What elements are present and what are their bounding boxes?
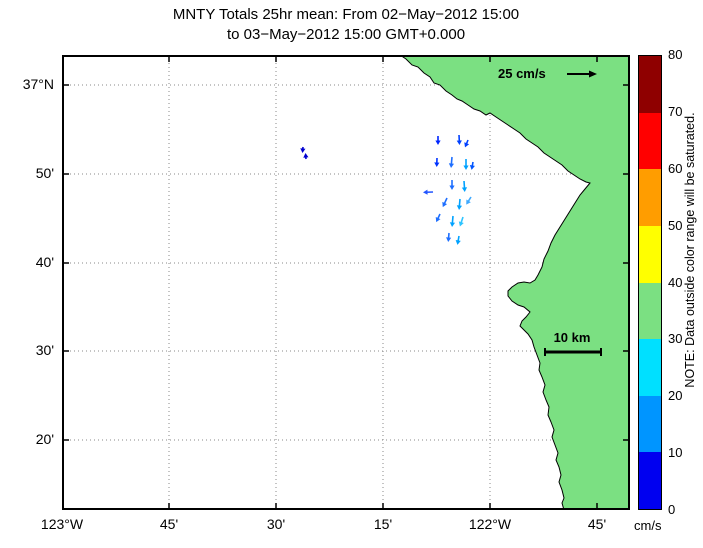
figure-title-line2: to 03−May−2012 15:00 GMT+0.000 bbox=[226, 26, 466, 43]
current-vector bbox=[464, 139, 470, 148]
scale-bar-label: 10 km bbox=[553, 330, 591, 345]
colorbar-tick-label: 60 bbox=[668, 160, 683, 176]
current-vector bbox=[469, 161, 475, 170]
current-vector bbox=[446, 232, 452, 242]
colorbar bbox=[638, 55, 662, 510]
colorbar-band bbox=[639, 112, 661, 170]
map-plot-area bbox=[62, 55, 630, 510]
colorbar-tick-label: 30 bbox=[668, 331, 683, 347]
current-vector bbox=[456, 198, 463, 210]
figure-title-line1: MNTY Totals 25hr mean: From 02−May−2012 … bbox=[172, 6, 520, 23]
x-tick-label: 15' bbox=[373, 516, 393, 532]
coastline-land bbox=[399, 55, 630, 510]
colorbar-tick-label: 0 bbox=[668, 502, 676, 517]
y-tick-label: 50' bbox=[35, 165, 54, 181]
colorbar-tick-label: 50 bbox=[668, 217, 683, 233]
colorbar-band bbox=[639, 225, 661, 283]
current-vector bbox=[456, 134, 462, 145]
plot-border bbox=[62, 55, 630, 510]
y-tick-label: 30' bbox=[35, 342, 54, 358]
colorbar-tick-label: 80 bbox=[668, 47, 683, 62]
current-vector bbox=[434, 157, 440, 167]
current-vector bbox=[435, 213, 441, 223]
x-tick-label: 123°W bbox=[40, 516, 84, 532]
x-tick-label: 122°W bbox=[468, 516, 512, 532]
colorbar-unit-label: cm/s bbox=[634, 518, 662, 533]
current-vector bbox=[463, 159, 469, 170]
colorbar-tick-label: 70 bbox=[668, 103, 683, 119]
colorbar-band bbox=[639, 452, 661, 509]
current-vector bbox=[303, 153, 309, 160]
map-canvas bbox=[62, 55, 630, 510]
current-vector bbox=[442, 197, 448, 208]
current-vector bbox=[455, 235, 461, 245]
colorbar-band bbox=[639, 282, 661, 340]
colorbar-tick-label: 40 bbox=[668, 274, 683, 290]
colorbar-tick-label: 10 bbox=[668, 445, 683, 461]
y-tick-label: 20' bbox=[35, 431, 54, 447]
colorbar-tick-label: 20 bbox=[668, 388, 683, 404]
y-tick-label: 40' bbox=[35, 254, 54, 270]
current-vector bbox=[423, 189, 434, 195]
current-vector bbox=[461, 180, 468, 192]
colorbar-band bbox=[639, 395, 661, 453]
colorbar-band bbox=[639, 56, 661, 113]
colorbar-band bbox=[639, 169, 661, 226]
x-tick-label: 45' bbox=[159, 516, 179, 532]
current-vector bbox=[448, 156, 455, 168]
current-vector bbox=[435, 136, 441, 145]
x-tick-label: 30' bbox=[266, 516, 286, 532]
current-vector bbox=[466, 196, 472, 205]
vector-scale-arrowhead bbox=[589, 70, 597, 78]
vector-scale-label: 25 cm/s bbox=[498, 66, 546, 81]
current-vector bbox=[449, 215, 456, 227]
current-vector bbox=[458, 216, 464, 227]
colorbar-note-text: NOTE: Data outside color range will be s… bbox=[683, 112, 697, 388]
current-vector bbox=[300, 146, 306, 153]
y-tick-label: 37°N bbox=[22, 76, 54, 92]
current-vector bbox=[449, 180, 455, 190]
x-tick-label: 45' bbox=[587, 516, 607, 532]
colorbar-band bbox=[639, 339, 661, 396]
